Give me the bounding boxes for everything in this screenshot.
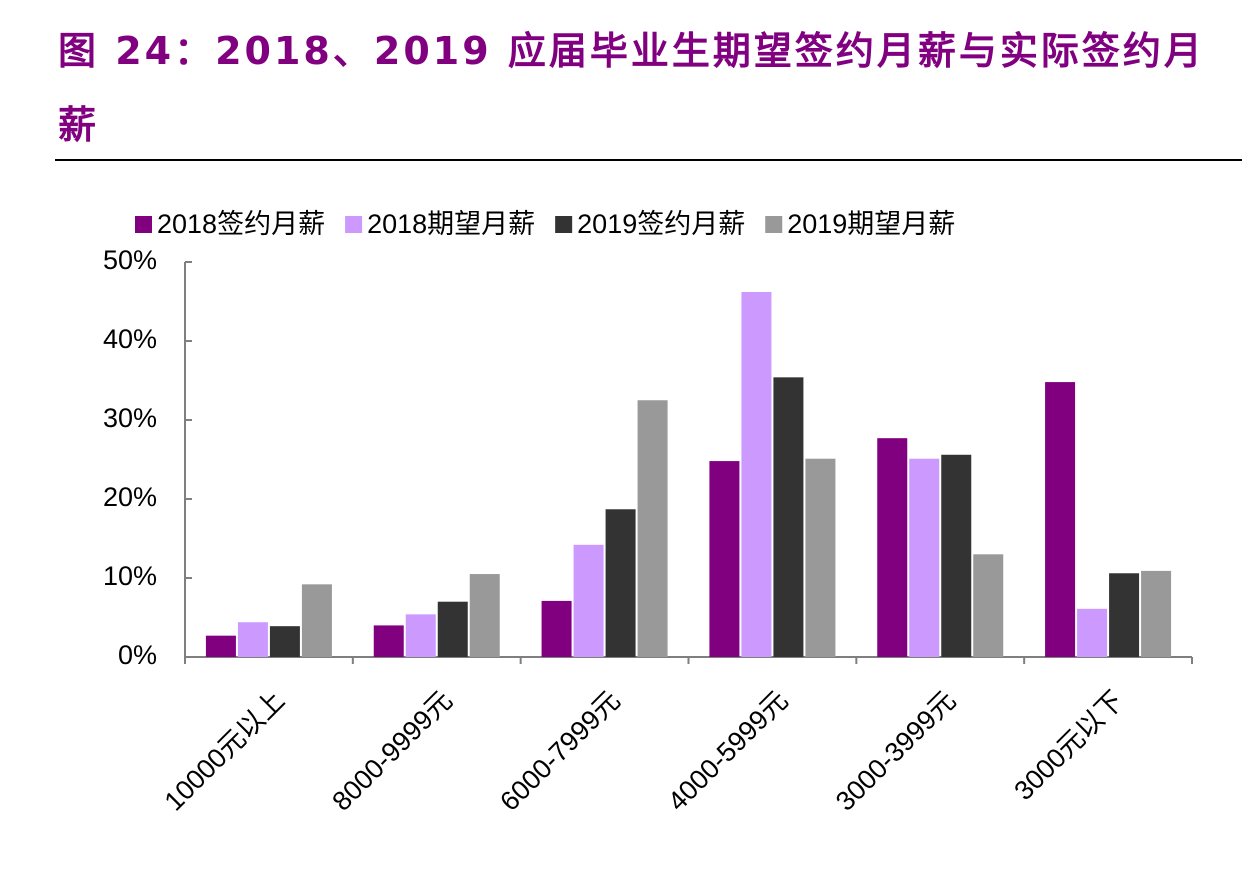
legend-swatch	[765, 216, 783, 233]
bar	[973, 554, 1004, 657]
x-tick-label: 8000-9999元	[326, 685, 458, 817]
bar	[269, 626, 300, 657]
legend-swatch	[345, 216, 363, 233]
x-tick-label: 4000-5999元	[662, 685, 794, 817]
bar	[1077, 608, 1108, 657]
bar	[637, 400, 668, 657]
bar	[1141, 570, 1172, 657]
bar	[373, 625, 404, 657]
bar	[805, 458, 836, 657]
bar	[469, 574, 500, 657]
bar	[301, 584, 332, 657]
bar	[1045, 382, 1076, 657]
bar	[909, 458, 940, 657]
y-tick-label: 50%	[103, 245, 157, 275]
bar	[773, 377, 804, 657]
bar	[541, 600, 572, 657]
bar	[605, 509, 636, 657]
chart-title: 图 24：2018、2019 应届毕业生期望签约月薪与实际签约月薪	[58, 29, 1205, 147]
bar	[1109, 573, 1140, 657]
x-tick-label: 6000-7999元	[494, 685, 626, 817]
bar	[941, 454, 972, 657]
bar	[877, 438, 908, 657]
y-tick-label: 0%	[118, 640, 157, 670]
x-tick-label: 3000-3999元	[830, 685, 962, 817]
bar	[205, 635, 236, 657]
bar	[741, 292, 772, 657]
legend-label: 2018签约月薪	[157, 209, 325, 239]
bar	[405, 614, 436, 657]
bar	[709, 461, 740, 657]
x-tick-label: 3000元以下	[1008, 685, 1129, 806]
y-tick-label: 10%	[103, 561, 157, 591]
legend-swatch	[135, 216, 152, 233]
y-tick-label: 40%	[103, 324, 157, 354]
y-tick-label: 20%	[103, 482, 157, 512]
bar	[237, 622, 268, 657]
x-tick-label: 10000元以上	[159, 685, 291, 817]
bar	[573, 544, 604, 657]
legend-swatch	[555, 216, 573, 233]
legend-label: 2019签约月薪	[577, 209, 745, 239]
legend-label: 2018期望月薪	[367, 209, 535, 239]
legend-label: 2019期望月薪	[787, 209, 955, 239]
y-tick-label: 30%	[103, 403, 157, 433]
bar	[437, 601, 468, 657]
